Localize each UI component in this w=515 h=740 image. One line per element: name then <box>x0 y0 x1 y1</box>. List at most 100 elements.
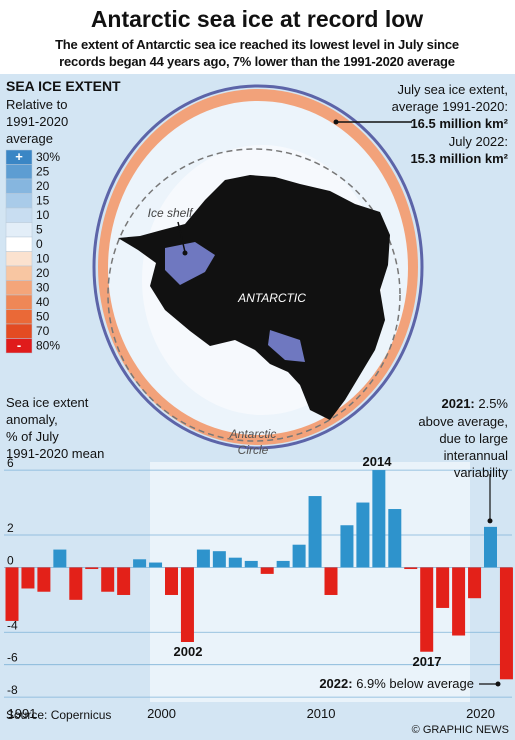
callout-dot <box>487 518 493 524</box>
y-tick-label: 6 <box>7 456 14 470</box>
legend-swatch <box>5 338 33 354</box>
legend-swatch <box>5 251 33 267</box>
legend-label: 25 <box>36 165 50 179</box>
continent <box>118 175 390 420</box>
map-label: Ice shelf <box>148 206 194 220</box>
bar-annotation: 2017 <box>413 654 442 669</box>
map-label: Antarctic <box>229 427 277 441</box>
bar <box>499 567 513 680</box>
y-tick-label: -6 <box>7 651 18 665</box>
bar <box>372 470 386 568</box>
map-annotation: July sea ice extent, <box>397 82 508 97</box>
legend-subtitle: 1991-2020 <box>6 114 68 129</box>
legend-swatch <box>5 280 33 296</box>
legend-label: 15 <box>36 194 50 208</box>
bar-annotation: 2002 <box>174 644 203 659</box>
y-axis-label: % of July <box>6 429 59 444</box>
bar <box>324 567 338 595</box>
legend-label: 10 <box>36 208 50 222</box>
bar <box>276 560 290 568</box>
map <box>92 84 424 450</box>
subtitle: The extent of Antarctic sea ice reached … <box>55 37 459 52</box>
legend-swatch <box>5 178 33 194</box>
callout: variability <box>454 465 509 480</box>
bar-annotation: 2014 <box>363 454 393 469</box>
pointer-dot <box>333 119 339 125</box>
legend-label: 10 <box>36 252 50 266</box>
callout-dot <box>495 681 501 687</box>
legend-subtitle: average <box>6 131 53 146</box>
legend-swatch <box>5 323 33 339</box>
bar <box>165 567 178 595</box>
bar <box>420 567 434 652</box>
bar <box>404 567 418 570</box>
callout: 2021: 2.5% <box>442 396 509 411</box>
legend-swatch <box>5 236 33 252</box>
bar <box>468 567 482 599</box>
callout-bold: 2022: <box>319 676 352 691</box>
callout: 2022: 6.9% below average <box>319 676 474 691</box>
callout: above average, <box>418 414 508 429</box>
map-annotation: 15.3 million km² <box>410 151 508 166</box>
title: Antarctic sea ice at record low <box>91 6 423 32</box>
bar <box>117 567 131 595</box>
legend-label: 70 <box>36 324 50 338</box>
pointer <box>177 221 186 253</box>
bar <box>308 496 322 568</box>
bar <box>212 551 226 568</box>
ice-shelf-area <box>268 330 305 362</box>
legend-label: 5 <box>36 223 43 237</box>
map-annotation: July 2022: <box>449 134 508 149</box>
source: Source: Copernicus <box>6 708 111 722</box>
bar <box>436 567 450 608</box>
y-tick-label: -8 <box>7 683 18 697</box>
bar <box>69 567 83 600</box>
bar <box>356 502 370 568</box>
y-axis-label: Sea ice extent <box>6 395 89 410</box>
legend-label: 30 <box>36 281 50 295</box>
legend-subtitle: Relative to <box>6 97 67 112</box>
legend-label: 0 <box>36 237 43 251</box>
legend-swatch <box>5 265 33 281</box>
bar <box>260 567 274 574</box>
bar <box>149 562 163 568</box>
bar <box>244 560 258 568</box>
callout-bold: 2021: <box>442 396 475 411</box>
subtitle: records began 44 years ago, 7% lower tha… <box>59 54 455 69</box>
legend-swatch <box>5 309 33 325</box>
legend-sign: - <box>17 338 21 353</box>
bar <box>228 557 242 568</box>
bar <box>292 544 306 568</box>
antarctic-circle <box>107 148 401 442</box>
bar <box>101 567 115 592</box>
legend-swatch <box>5 164 33 180</box>
legend-title: SEA ICE EXTENT <box>6 78 121 94</box>
bar <box>484 526 497 568</box>
legend-label: 20 <box>36 266 50 280</box>
bar <box>133 559 147 568</box>
pointer-dot <box>182 250 188 256</box>
legend-swatch <box>5 222 33 238</box>
x-tick-label: 2020 <box>466 706 495 721</box>
bar <box>452 567 466 636</box>
callout: interannual <box>444 448 508 463</box>
bar <box>196 549 210 568</box>
y-tick-label: 0 <box>7 553 14 567</box>
bar <box>37 567 51 592</box>
legend-label: 40 <box>36 295 50 309</box>
legend-swatch <box>5 193 33 209</box>
y-tick-label: -4 <box>7 618 18 632</box>
bar <box>21 567 35 589</box>
x-tick-label: 2000 <box>147 706 176 721</box>
legend-label: 50 <box>36 310 50 324</box>
map-label: Circle <box>238 443 269 457</box>
legend-swatch <box>5 207 33 223</box>
x-tick-label: 2010 <box>307 706 336 721</box>
callout-text: 2.5% <box>475 396 509 411</box>
map-annotation: 16.5 million km² <box>410 116 508 131</box>
callout: due to large <box>439 431 508 446</box>
bar <box>5 567 19 621</box>
average-extent-line <box>92 84 424 450</box>
